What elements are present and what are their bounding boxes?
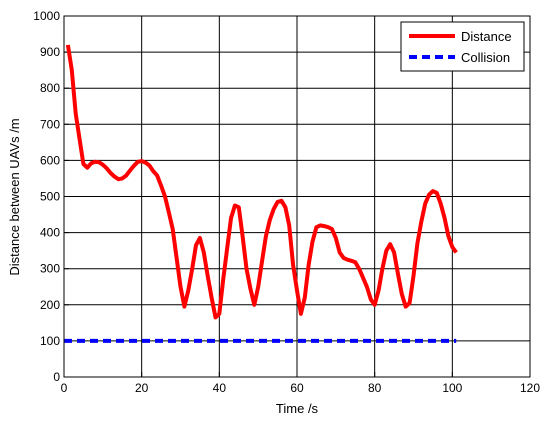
y-tick-label: 1000 <box>33 9 60 23</box>
y-tick-label: 600 <box>40 153 60 167</box>
legend: Distance Collision <box>400 21 525 72</box>
y-tick-label: 700 <box>40 117 60 131</box>
x-tick-label: 100 <box>442 381 462 395</box>
y-tick-label: 0 <box>53 370 60 384</box>
grid-lines <box>64 16 530 377</box>
y-tick-label: 100 <box>40 334 60 348</box>
axis-ticks: 0 20 40 60 80 100 120 0 100 200 300 400 500 600 700 800… <box>33 9 540 395</box>
x-tick-label: 60 <box>290 381 304 395</box>
series-line-distance <box>65 44 458 320</box>
plot-frame <box>63 15 531 378</box>
x-axis-label: Time /s <box>276 401 319 416</box>
x-tick-label: 40 <box>213 381 227 395</box>
y-tick-label: 900 <box>40 45 60 59</box>
x-tick-label: 20 <box>135 381 149 395</box>
y-tick-label: 400 <box>40 226 60 240</box>
y-tick-label: 300 <box>40 262 60 276</box>
legend-label-distance: Distance <box>461 29 512 44</box>
x-tick-label: 80 <box>368 381 382 395</box>
y-axis-label: Distance between UAVs /m <box>7 118 22 275</box>
legend-box <box>400 21 525 72</box>
y-tick-label: 800 <box>40 81 60 95</box>
y-tick-label: 200 <box>40 298 60 312</box>
y-tick-label: 500 <box>40 190 60 204</box>
series-lines <box>64 44 458 343</box>
legend-label-collision: Collision <box>461 50 510 65</box>
x-tick-label: 0 <box>61 381 68 395</box>
x-tick-label: 120 <box>520 381 540 395</box>
